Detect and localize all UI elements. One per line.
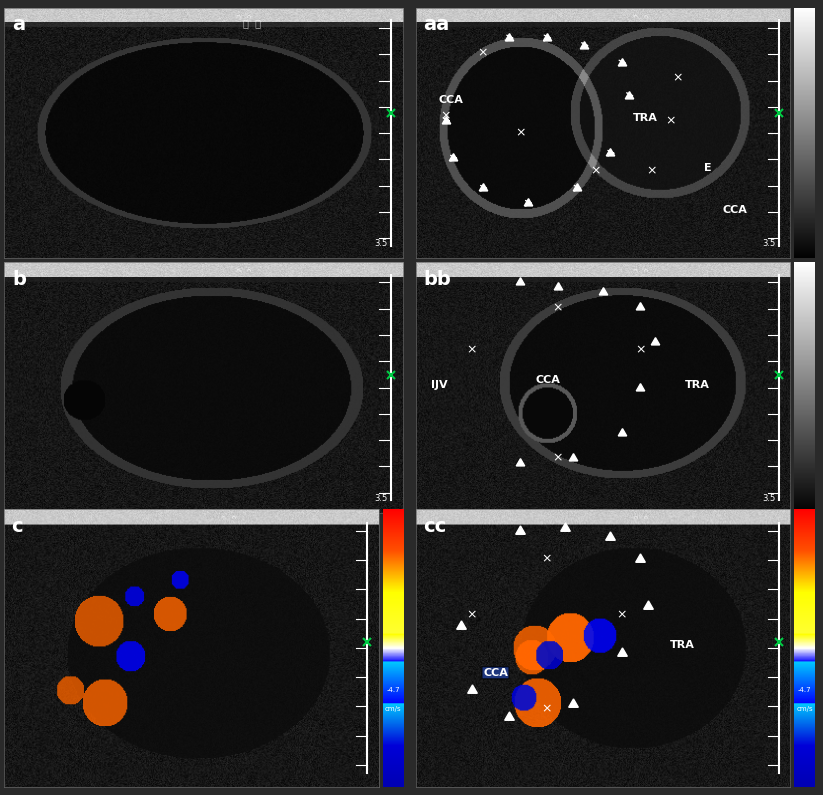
- Text: TRA: TRA: [686, 379, 710, 390]
- Text: ×: ×: [553, 452, 563, 464]
- Text: ᴖ  ᴖ: ᴖ ᴖ: [633, 13, 648, 22]
- Text: ⌒  ⌒: ⌒ ⌒: [243, 18, 261, 28]
- Text: 3.5: 3.5: [374, 494, 388, 502]
- Text: ×: ×: [553, 301, 563, 314]
- Text: 3.5: 3.5: [374, 239, 388, 248]
- Text: ᴖ  ᴖ: ᴖ ᴖ: [236, 267, 251, 277]
- Text: CCA: CCA: [483, 668, 508, 678]
- Text: cc: cc: [423, 518, 446, 536]
- Text: ×: ×: [635, 343, 645, 356]
- Text: ᴖ  ᴖ: ᴖ ᴖ: [633, 267, 648, 277]
- Text: cm/s: cm/s: [796, 706, 813, 712]
- Text: ᴖ  ᴖ: ᴖ ᴖ: [633, 514, 648, 523]
- Text: ×: ×: [440, 109, 451, 122]
- Text: c: c: [12, 518, 23, 536]
- Text: b: b: [12, 270, 26, 289]
- Text: ×: ×: [515, 126, 526, 140]
- Text: IJV: IJV: [430, 379, 447, 390]
- Text: TRA: TRA: [633, 113, 658, 122]
- Text: ×: ×: [542, 703, 552, 716]
- Text: CCA: CCA: [723, 205, 747, 215]
- Text: ×: ×: [672, 72, 683, 84]
- Text: 3.5: 3.5: [762, 239, 775, 248]
- Text: ×: ×: [590, 165, 601, 177]
- Text: ×: ×: [616, 608, 627, 621]
- Text: ×: ×: [467, 343, 477, 356]
- Text: 3.5: 3.5: [762, 494, 775, 502]
- Text: ×: ×: [478, 47, 488, 60]
- Text: ×: ×: [467, 608, 477, 621]
- Text: TRA: TRA: [670, 640, 695, 650]
- Text: ᴖ  ᴖ: ᴖ ᴖ: [236, 13, 251, 22]
- Text: ×: ×: [646, 165, 657, 177]
- Text: -4.7: -4.7: [797, 687, 811, 692]
- Text: bb: bb: [423, 270, 451, 289]
- Text: ×: ×: [665, 114, 676, 127]
- Text: -4.7: -4.7: [386, 687, 400, 692]
- Text: a: a: [12, 15, 26, 34]
- Text: CCA: CCA: [536, 374, 560, 385]
- Text: CCA: CCA: [438, 95, 463, 105]
- Text: E: E: [704, 163, 712, 173]
- Text: ×: ×: [542, 553, 552, 565]
- Text: ᴖ  ᴖ: ᴖ ᴖ: [221, 514, 236, 523]
- Text: cm/s: cm/s: [384, 706, 402, 712]
- Text: aa: aa: [423, 15, 449, 34]
